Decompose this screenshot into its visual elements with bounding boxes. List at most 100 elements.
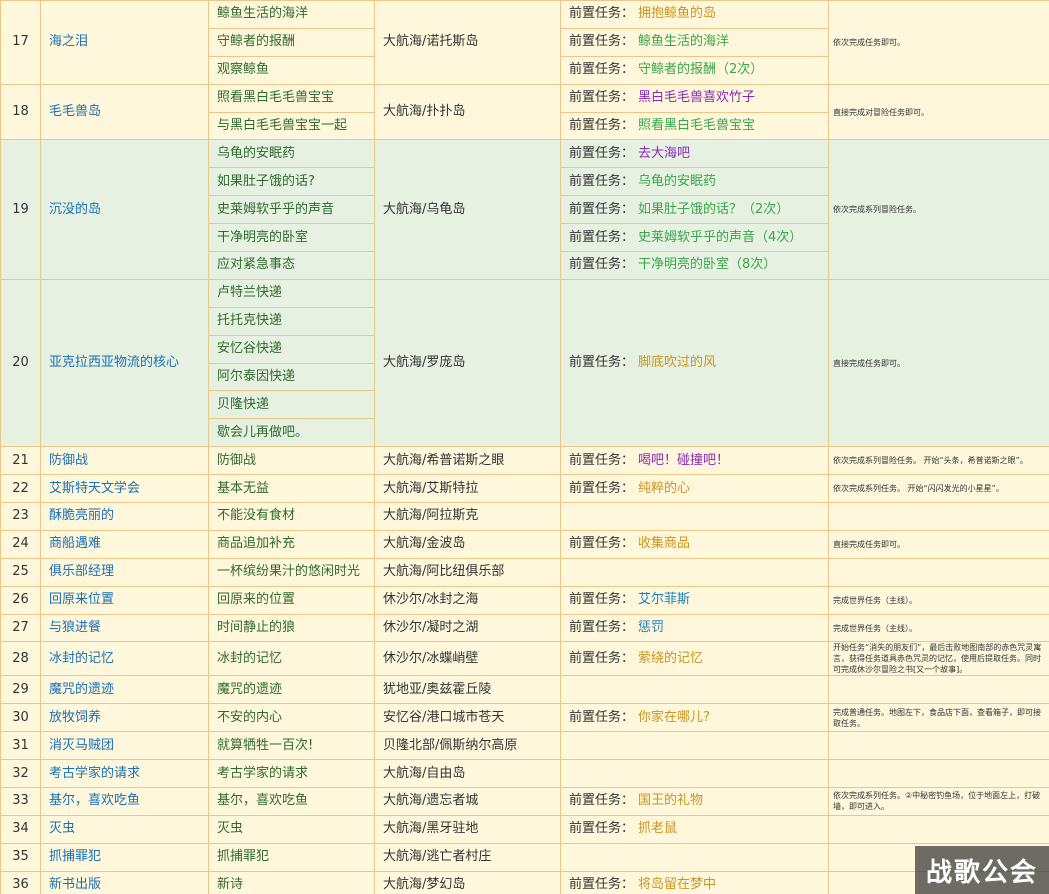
quest-name[interactable]: 消灭马贼团 [40, 731, 209, 761]
quest-name[interactable]: 新书出版 [40, 870, 209, 894]
row-number: 23 [0, 502, 41, 531]
prerequisite: 前置任务： 拥抱鲸鱼的岛 [560, 0, 829, 29]
prereq-value: 你家在哪儿? [638, 709, 710, 725]
task-name: 新诗 [208, 870, 375, 894]
task-name: 商品追加补充 [208, 529, 375, 559]
table-row: 31 消灭马贼团 就算牺牲一百次! 贝隆北部/佩斯纳尔高原 [0, 731, 1049, 761]
prerequisite-empty [560, 731, 829, 761]
quest-name[interactable]: 俱乐部经理 [40, 557, 209, 587]
row-number: 17 [0, 0, 41, 85]
row-number: 34 [0, 814, 41, 844]
quest-name[interactable]: 考古学家的请求 [40, 759, 209, 789]
quest-name[interactable]: 冰封的记忆 [40, 641, 209, 677]
table-row: 干净明亮的卧室 前置任务： 史莱姆软乎乎的声音（4次） [1, 223, 1049, 253]
task-name: 防御战 [208, 446, 375, 476]
prereq-label: 前置任务： [569, 877, 635, 893]
task-name: 贝隆快递 [208, 390, 375, 420]
row-number: 18 [0, 83, 41, 141]
location: 大航海/艾斯特拉 [374, 474, 561, 504]
task-name: 回原来的位置 [208, 585, 375, 615]
note: 依次完成系列冒险任务。 开始“头条，希普诺斯之眼”。 [828, 446, 1049, 476]
note: 开始任务“消失的朋友们”，最后击败地图南部的赤色咒灵寓言，获得任务道具赤色咒灵的… [828, 641, 1049, 677]
location: 大航海/金波岛 [374, 529, 561, 559]
task-name: 干净明亮的卧室 [208, 223, 375, 253]
prereq-value: 如果肚子饿的话？（2次） [638, 201, 790, 217]
task-name: 托托克快递 [208, 306, 375, 336]
prereq-value: 脚底吹过的风 [638, 355, 717, 371]
quest-name[interactable]: 基尔，喜欢吃鱼 [40, 787, 209, 816]
task-name: 一杯缤纷果汁的悠闲时光 [208, 557, 375, 587]
table-row: 17 海之泪 鲸鱼生活的海洋 大航海/诺托斯岛 前置任务： 拥抱鲸鱼的岛 依次完成任务即可。 [0, 0, 1049, 85]
quest-name[interactable]: 放牧饲养 [40, 703, 209, 733]
row-number: 29 [0, 675, 41, 705]
task-name: 如果肚子饿的话? [208, 167, 375, 197]
quest-name[interactable]: 抓捕罪犯 [40, 842, 209, 872]
prerequisite: 前置任务： 乌龟的安眠药 [560, 167, 829, 197]
quest-name[interactable]: 艾斯特天文学会 [40, 474, 209, 504]
table-row: 观察鲸鱼 前置任务： 守鲸者的报酬（2次） [1, 55, 1049, 85]
table-row: 29 魔咒的遗迹 魔咒的遗迹 犹地亚/奥兹霍丘陵 [0, 675, 1049, 705]
quest-name[interactable]: 亚克拉西亚物流的核心 [40, 278, 209, 448]
location: 大航海/梦幻岛 [374, 870, 561, 894]
prereq-value: 拥抱鲸鱼的岛 [638, 6, 717, 22]
prerequisite: 前置任务： 你家在哪儿? [560, 703, 829, 733]
row-number: 27 [0, 613, 41, 643]
quest-name[interactable]: 毛毛兽岛 [40, 83, 209, 141]
table-row: 阿尔泰因快递 [1, 362, 1049, 392]
prerequisite: 前置任务： 将岛留在梦中 [560, 870, 829, 894]
prereq-label: 前置任务： [569, 793, 635, 809]
task-name: 考古学家的请求 [208, 759, 375, 789]
prereq-label: 前置任务： [569, 650, 635, 666]
table-row: 36 新书出版 新诗 大航海/梦幻岛 前置任务： 将岛留在梦中 [0, 870, 1049, 894]
quest-name[interactable]: 灭虫 [40, 814, 209, 844]
note: 完成世界任务（主线）。 [828, 585, 1049, 615]
row-number: 32 [0, 759, 41, 789]
quest-name[interactable]: 商船遇难 [40, 529, 209, 559]
table-row: 安忆谷快递 [1, 334, 1049, 364]
row-number: 36 [0, 870, 41, 894]
table-row: 30 放牧饲养 不安的内心 安忆谷/港口城市苍天 前置任务： 你家在哪儿? 完成普通任务。地… [0, 703, 1049, 733]
row-number: 19 [0, 139, 41, 280]
row-number: 28 [0, 641, 41, 677]
prereq-label: 前置任务： [569, 709, 635, 725]
task-name: 冰封的记忆 [208, 641, 375, 677]
watermark: 战歌公会 [915, 846, 1049, 894]
table-row: 21 防御战 防御战 大航海/希普诺斯之眼 前置任务： 喝吧！碰撞吧！ 依次完成系列冒险任务… [0, 446, 1049, 476]
task-name: 灭虫 [208, 814, 375, 844]
note [828, 675, 1049, 705]
location: 大航海/乌龟岛 [374, 139, 561, 280]
prereq-value: 将岛留在梦中 [638, 877, 717, 893]
prereq-value: 鲸鱼生活的海洋 [638, 34, 730, 50]
prereq-label: 前置任务： [569, 145, 635, 161]
quest-name[interactable]: 魔咒的遗迹 [40, 675, 209, 705]
quest-name[interactable]: 防御战 [40, 446, 209, 476]
table-row: 史莱姆软乎乎的声音 前置任务： 如果肚子饿的话？（2次） [1, 195, 1049, 225]
note: 依次完成任务即可。 [828, 0, 1049, 85]
prerequisite: 前置任务： 史莱姆软乎乎的声音（4次） [560, 223, 829, 253]
location: 大航海/自由岛 [374, 759, 561, 789]
table-row: 18 毛毛兽岛 照看黑白毛毛兽宝宝 大航海/扑扑岛 前置任务： 黑白毛毛兽喜欢竹子 直接完成… [0, 83, 1049, 141]
row-number: 30 [0, 703, 41, 733]
task-name: 魔咒的遗迹 [208, 675, 375, 705]
task-name: 基尔，喜欢吃鱼 [208, 787, 375, 816]
note [828, 814, 1049, 844]
prereq-value: 史莱姆软乎乎的声音（4次） [638, 229, 803, 245]
quest-name[interactable]: 海之泪 [40, 0, 209, 85]
quest-name[interactable]: 沉没的岛 [40, 139, 209, 280]
prereq-label: 前置任务： [569, 355, 635, 371]
task-name: 基本无益 [208, 474, 375, 504]
prerequisite: 前置任务： 喝吧！碰撞吧！ [560, 446, 829, 476]
note [828, 502, 1049, 531]
task-name: 歇会儿再做吧。 [208, 418, 375, 448]
prerequisite: 前置任务： 萦绕的记忆 [560, 641, 829, 677]
task-name: 守鲸者的报酬 [208, 27, 375, 57]
quest-name[interactable]: 酥脆亮丽的 [40, 502, 209, 531]
task-name: 不安的内心 [208, 703, 375, 733]
prereq-value: 收集商品 [638, 536, 691, 552]
location: 大航海/扑扑岛 [374, 83, 561, 141]
quest-name[interactable]: 回原来位置 [40, 585, 209, 615]
note [828, 731, 1049, 761]
quest-name[interactable]: 与狼进餐 [40, 613, 209, 643]
table-row: 26 回原来位置 回原来的位置 休沙尔/冰封之海 前置任务： 艾尔菲斯 完成世界任务（主线）… [0, 585, 1049, 615]
